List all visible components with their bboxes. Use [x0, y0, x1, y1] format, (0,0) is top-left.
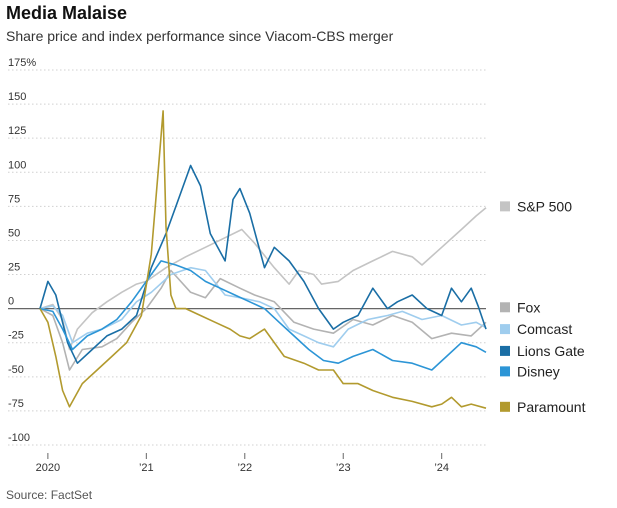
legend-swatch-comcast — [500, 324, 510, 335]
series-line-fox — [39, 269, 487, 371]
legend-label-paramount: Paramount — [517, 399, 586, 415]
y-tick-label: 50 — [8, 227, 20, 239]
legend-swatch-lions-gate — [500, 345, 510, 356]
y-tick-label: 125 — [8, 125, 26, 137]
legend-label-s-p-500: S&P 500 — [517, 198, 572, 214]
y-tick-label: -100 — [8, 432, 30, 444]
series-lines — [39, 110, 487, 409]
series-line-paramount — [39, 110, 487, 409]
x-tick-label: 2020 — [36, 462, 60, 474]
y-tick-label: -75 — [8, 398, 24, 410]
y-axis-ticks: -100 -75 -50 -25 0 25 50 75 100 125 150 175% — [8, 57, 36, 444]
source-note: Source: FactSet — [6, 488, 93, 502]
legend-label-lions-gate: Lions Gate — [517, 343, 585, 359]
y-tick-label: 150 — [8, 91, 26, 103]
series-line-disney — [39, 260, 487, 371]
x-axis-ticks: 2020 ’21 ’22 ’23 ’24 — [36, 453, 449, 474]
chart-subtitle: Share price and index performance since … — [6, 28, 394, 44]
y-tick-label: 75 — [8, 193, 20, 205]
x-tick-label: ’22 — [237, 462, 252, 474]
legend-swatch-fox — [500, 302, 510, 313]
legend: S&P 500 Fox Comcast Lions Gate Disney Paramou… — [500, 198, 586, 415]
legend-swatch-paramount — [500, 401, 510, 412]
y-tick-label: 0 — [8, 296, 14, 308]
legend-label-disney: Disney — [517, 363, 560, 379]
x-tick-label: ’21 — [139, 462, 154, 474]
series-line-comcast — [39, 266, 487, 348]
series-line-lions-gate — [39, 164, 487, 365]
y-gridlines — [8, 69, 486, 446]
legend-label-comcast: Comcast — [517, 321, 572, 337]
y-tick-label: 100 — [8, 159, 26, 171]
y-tick-label: -50 — [8, 364, 24, 376]
chart-title: Media Malaise — [6, 3, 128, 23]
y-tick-label: 175% — [8, 57, 36, 69]
y-tick-label: 25 — [8, 262, 20, 274]
y-tick-label: -25 — [8, 330, 24, 342]
x-tick-label: ’24 — [434, 462, 449, 474]
legend-swatch-disney — [500, 366, 510, 377]
legend-swatch-s-p-500 — [500, 201, 510, 212]
x-tick-label: ’23 — [336, 462, 351, 474]
legend-label-fox: Fox — [517, 299, 540, 315]
series-line-s-p-500 — [39, 207, 487, 351]
